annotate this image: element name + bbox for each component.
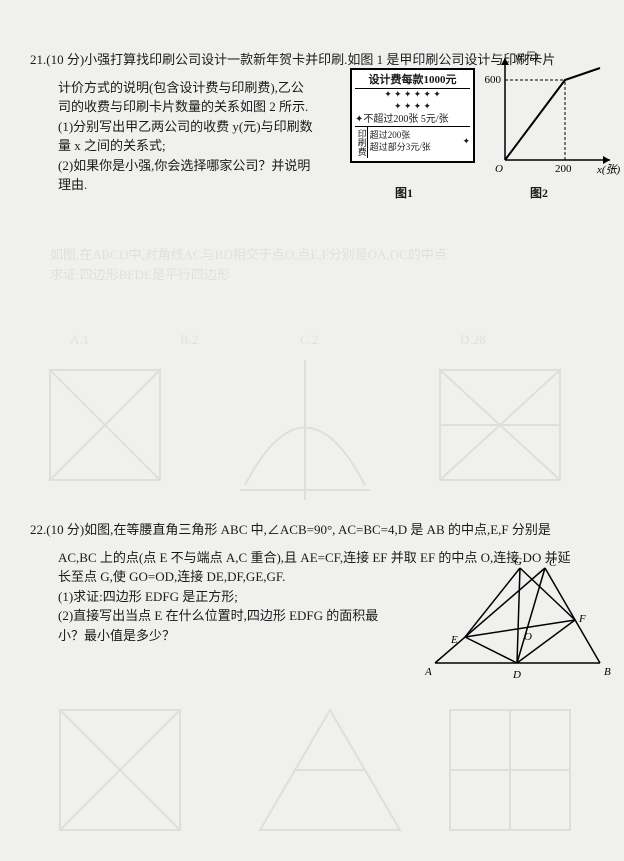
fig1-rule2a: 超过200张 xyxy=(370,130,463,142)
fig2-label: 图2 xyxy=(530,184,548,202)
fig1-suffix: ✦ xyxy=(462,136,470,148)
p22-svg: A B C D E F G O xyxy=(425,558,620,683)
problem-21: 21.(10 分)小强打算找印刷公司设计一款新年贺卡并印刷.如图 1 是甲印刷公… xyxy=(30,50,604,230)
bleed-mc-b: B.2 xyxy=(180,330,198,350)
svg-text:A: A xyxy=(425,666,432,678)
fig1-rule2b: 超过部分3元/张 xyxy=(370,142,463,154)
p21-l2: 计价方式的说明(包含设计费与印刷费),乙公 xyxy=(58,78,330,98)
fig1-left: 印刷费 xyxy=(355,127,368,158)
svg-text:F: F xyxy=(578,613,586,625)
p21-q2a: (2)如果你是小强,你会选择哪家公司？并说明 xyxy=(58,156,330,176)
fig1-rule1: ✦不超过200张 5元/张 xyxy=(355,113,470,126)
p22-head: 22.(10 分)如图,在等腰直角三角形 ABC 中,∠ACB=90°, AC=… xyxy=(30,520,604,540)
y-axis-label: y(元) xyxy=(514,51,539,63)
x-tick-200: 200 xyxy=(555,163,572,175)
svg-text:O: O xyxy=(524,631,532,643)
bleed-shapes-bottom xyxy=(30,700,590,860)
fig2-chart: y(元) x(张) O 1600 200 xyxy=(485,50,620,186)
p22-q2b: 小？最小值是多少？ xyxy=(58,626,418,646)
svg-text:B: B xyxy=(604,666,611,678)
fig1-title: 设计费每款1000元 xyxy=(355,73,470,89)
chart-svg: y(元) x(张) O 1600 200 xyxy=(485,50,620,180)
p22-number: 22.(10 分) xyxy=(30,522,84,537)
bleed-line2: 求证:四边形BFDE是平行四边形 xyxy=(50,265,550,285)
bleed-mc-a: A.1 xyxy=(70,330,89,350)
p22-l1: 如图,在等腰直角三角形 ABC 中,∠ACB=90°, AC=BC=4,D 是 … xyxy=(84,522,551,537)
p22-q1: (1)求证:四边形 EDFG 是正方形; xyxy=(58,587,418,607)
fig1-sparkles: ✦ ✦ ✦ ✦ ✦ ✦ xyxy=(355,89,470,101)
fig1-sparkles2: ✦ ✦ ✦ ✦ xyxy=(355,101,470,113)
fig1-label: 图1 xyxy=(395,184,413,202)
bleed-line1: 如图,在ABCD中,对角线AC与BD相交于点O,点E,F分别是OA,OC的中点 xyxy=(50,245,550,265)
p22-diagram: A B C D E F G O xyxy=(425,558,620,689)
p21-l3: 司的收费与印刷卡片数量的关系如图 2 所示. xyxy=(58,97,330,117)
x-axis-label: x(张) xyxy=(596,163,620,176)
bleed-mc-d: D.28 xyxy=(460,330,486,350)
bleed-shapes-top xyxy=(30,350,590,510)
p22-q2a: (2)直接写出当点 E 在什么位置时,四边形 EDFG 的面积最 xyxy=(58,606,418,626)
problem-22: 22.(10 分)如图,在等腰直角三角形 ABC 中,∠ACB=90°, AC=… xyxy=(30,520,604,720)
svg-text:E: E xyxy=(450,634,458,646)
svg-text:G: G xyxy=(514,558,522,568)
p21-number: 21.(10 分) xyxy=(30,52,84,67)
fig1-design-fee-box: 设计费每款1000元 ✦ ✦ ✦ ✦ ✦ ✦ ✦ ✦ ✦ ✦ ✦不超过200张 … xyxy=(350,68,475,163)
p21-q1a: (1)分别写出甲乙两公司的收费 y(元)与印刷数 xyxy=(58,117,330,137)
svg-text:D: D xyxy=(512,669,521,681)
y-tick-1600: 1600 xyxy=(485,74,502,86)
p21-q2b: 理由. xyxy=(58,175,330,195)
p21-q1b: 量 x 之间的关系式; xyxy=(58,136,330,156)
origin-label: O xyxy=(495,163,503,175)
svg-text:C: C xyxy=(549,558,557,569)
bleed-mc-c: C.2 xyxy=(300,330,318,350)
p21-body: 计价方式的说明(包含设计费与印刷费),乙公 司的收费与印刷卡片数量的关系如图 2… xyxy=(30,78,330,195)
